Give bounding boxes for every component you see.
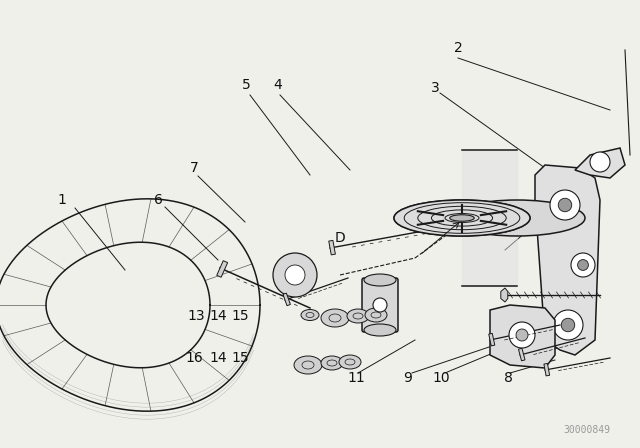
Ellipse shape — [364, 324, 396, 336]
Text: 12: 12 — [531, 206, 549, 220]
Ellipse shape — [394, 200, 530, 236]
Polygon shape — [518, 348, 525, 361]
Circle shape — [516, 329, 528, 341]
Text: D: D — [335, 231, 346, 245]
Text: 7: 7 — [189, 161, 198, 175]
Circle shape — [561, 318, 575, 332]
Text: 1: 1 — [58, 193, 67, 207]
Text: 3: 3 — [431, 81, 440, 95]
Text: 15: 15 — [231, 351, 249, 365]
Polygon shape — [217, 261, 228, 277]
Text: 14: 14 — [209, 309, 227, 323]
Circle shape — [553, 310, 583, 340]
Polygon shape — [489, 333, 495, 346]
Ellipse shape — [301, 310, 319, 320]
Circle shape — [550, 190, 580, 220]
Text: 6: 6 — [154, 193, 163, 207]
Text: 5: 5 — [242, 78, 250, 92]
Polygon shape — [544, 363, 550, 376]
Polygon shape — [575, 148, 625, 178]
Text: 8: 8 — [504, 371, 513, 385]
Ellipse shape — [294, 356, 322, 374]
Polygon shape — [490, 305, 555, 368]
Polygon shape — [462, 150, 517, 286]
Circle shape — [373, 298, 387, 312]
Circle shape — [578, 259, 588, 271]
Text: 9: 9 — [404, 371, 412, 385]
Circle shape — [558, 198, 572, 212]
Text: 14: 14 — [209, 351, 227, 365]
Ellipse shape — [394, 200, 530, 236]
Text: 11: 11 — [347, 371, 365, 385]
Ellipse shape — [450, 215, 474, 221]
Text: 30000849: 30000849 — [563, 425, 610, 435]
Text: 2: 2 — [454, 41, 462, 55]
Ellipse shape — [339, 355, 361, 369]
Text: 16: 16 — [185, 351, 203, 365]
Polygon shape — [535, 165, 600, 355]
Polygon shape — [329, 241, 335, 255]
Circle shape — [571, 253, 595, 277]
Circle shape — [509, 322, 535, 348]
FancyBboxPatch shape — [362, 278, 398, 332]
Polygon shape — [501, 288, 508, 302]
Text: 4: 4 — [274, 78, 282, 92]
Circle shape — [285, 265, 305, 285]
Text: 15: 15 — [231, 309, 249, 323]
Circle shape — [590, 152, 610, 172]
Ellipse shape — [365, 308, 387, 322]
Ellipse shape — [347, 309, 369, 323]
Ellipse shape — [364, 274, 396, 286]
Text: 10: 10 — [432, 371, 450, 385]
Circle shape — [273, 253, 317, 297]
Polygon shape — [283, 293, 291, 306]
Ellipse shape — [321, 309, 349, 327]
Ellipse shape — [449, 200, 585, 236]
Ellipse shape — [321, 356, 343, 370]
Text: 13: 13 — [187, 309, 205, 323]
